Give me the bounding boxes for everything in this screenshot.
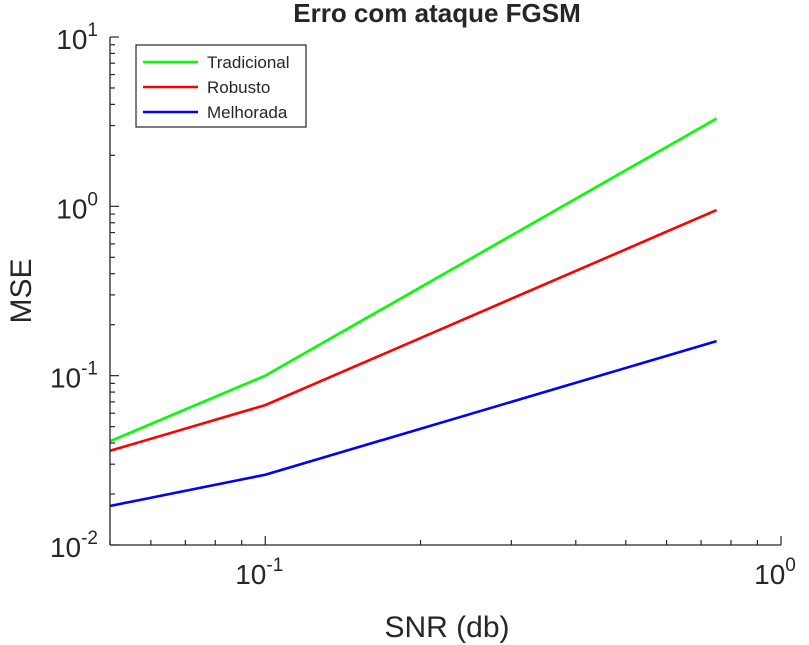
legend-label-melhorada: Melhorada: [207, 103, 288, 122]
series-line-tradicional: [109, 117, 718, 443]
series-layer: [109, 117, 718, 508]
legend: Tradicional Robusto Melhorada: [135, 44, 307, 128]
plot-axes: [109, 37, 781, 546]
y-tick-label: 100: [56, 189, 98, 224]
series-line-melhorada: [109, 339, 717, 508]
legend-label-tradicional: Tradicional: [207, 53, 290, 72]
x-axis-label: SNR (db): [384, 611, 509, 644]
tick-label-layer: 10-2 10-1 100 101 10-1 100: [50, 20, 796, 590]
y-axis-label: MSE: [5, 258, 38, 323]
tick-layer: [109, 36, 782, 546]
x-tick-label: 10-1: [235, 555, 283, 590]
y-tick-label: 10-2: [50, 528, 98, 563]
chart-title: Erro com ataque FGSM: [293, 0, 581, 28]
x-tick-label: 100: [754, 555, 796, 590]
y-tick-label: 101: [56, 20, 98, 55]
legend-label-robusto: Robusto: [207, 78, 270, 97]
y-tick-label: 10-1: [50, 359, 98, 394]
series-line-robusto: [109, 208, 718, 453]
